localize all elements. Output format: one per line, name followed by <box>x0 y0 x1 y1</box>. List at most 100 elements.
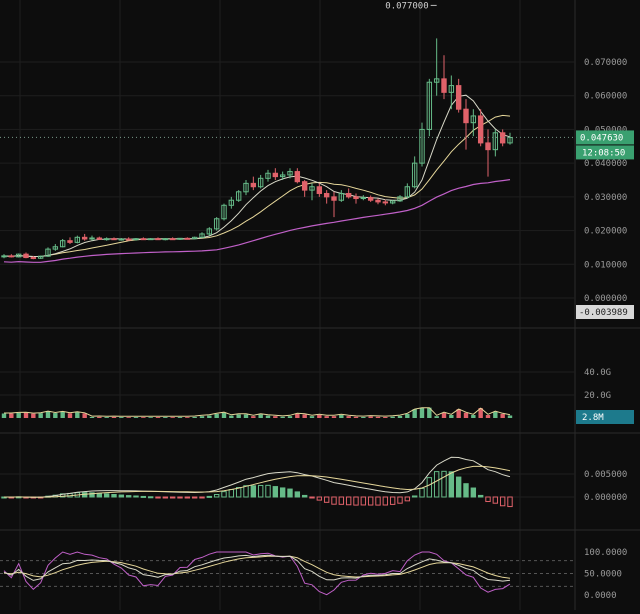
candle-body[interactable] <box>426 81 433 130</box>
candle-body[interactable] <box>177 237 183 240</box>
volume-bar[interactable] <box>397 415 403 418</box>
macd-histogram-bar[interactable] <box>118 494 125 498</box>
volume-bar[interactable] <box>177 417 183 418</box>
volume-bar[interactable] <box>493 411 498 418</box>
macd-histogram-bar[interactable] <box>309 496 315 499</box>
volume-bar[interactable] <box>485 415 491 418</box>
volume-bar[interactable] <box>265 415 271 418</box>
volume-bar[interactable] <box>449 415 454 418</box>
candle-body[interactable] <box>162 238 169 241</box>
volume-bar[interactable] <box>317 415 322 418</box>
candle-body[interactable] <box>243 182 249 193</box>
macd-histogram-bar[interactable] <box>169 496 176 499</box>
volume-bar[interactable] <box>97 416 102 418</box>
candle-body[interactable] <box>30 257 37 260</box>
candle-body[interactable] <box>375 199 381 203</box>
candle-body[interactable] <box>111 238 117 241</box>
candle-body[interactable] <box>294 171 301 183</box>
candle-body[interactable] <box>59 240 66 248</box>
volume-bar[interactable] <box>427 407 432 418</box>
macd-histogram-bar[interactable] <box>213 494 220 498</box>
volume-bar[interactable] <box>478 408 483 418</box>
macd-histogram-bar[interactable] <box>294 491 301 498</box>
candle-body[interactable] <box>265 172 271 179</box>
macd-histogram-bar[interactable] <box>441 470 447 498</box>
volume-bar[interactable] <box>148 417 153 418</box>
macd-histogram-bar[interactable] <box>96 492 103 498</box>
volume-bar[interactable] <box>324 416 329 418</box>
volume-bar[interactable] <box>53 413 58 418</box>
candle-body[interactable] <box>169 238 176 241</box>
macd-histogram-bar[interactable] <box>191 496 198 499</box>
candle-body[interactable] <box>191 236 198 240</box>
candle-body[interactable] <box>419 128 425 164</box>
macd-histogram-bar[interactable] <box>367 496 374 506</box>
volume-bar[interactable] <box>405 413 410 418</box>
macd-histogram-bar[interactable] <box>133 495 139 498</box>
volume-bar[interactable] <box>38 413 43 418</box>
candle-body[interactable] <box>89 237 95 240</box>
volume-bar[interactable] <box>383 416 388 418</box>
volume-bar[interactable] <box>434 416 439 418</box>
candle-body[interactable] <box>272 172 279 178</box>
macd-histogram-bar[interactable] <box>301 494 308 498</box>
volume-bar[interactable] <box>111 416 117 418</box>
macd-histogram-bar[interactable] <box>279 487 286 498</box>
macd-histogram-bar[interactable] <box>206 495 213 498</box>
macd-histogram-bar[interactable] <box>382 496 389 506</box>
volume-bar[interactable] <box>273 416 278 418</box>
volume-bar[interactable] <box>67 413 73 418</box>
candle-body[interactable] <box>23 253 29 259</box>
macd-histogram-bar[interactable] <box>353 496 359 506</box>
volume-bar[interactable] <box>16 412 21 418</box>
volume-bar[interactable] <box>287 416 293 418</box>
volume-bar[interactable] <box>126 417 131 418</box>
candle-body[interactable] <box>441 78 447 93</box>
candle-body[interactable] <box>15 253 22 258</box>
candle-body[interactable] <box>74 236 81 243</box>
candle-body[interactable] <box>455 85 462 110</box>
volume-bar[interactable] <box>229 415 234 418</box>
volume-bar[interactable] <box>500 413 505 418</box>
candle-body[interactable] <box>338 192 345 201</box>
volume-bar[interactable] <box>419 407 425 418</box>
volume-bar[interactable] <box>9 413 14 418</box>
macd-histogram-bar[interactable] <box>338 496 345 505</box>
price-panel[interactable]: 0.077000 <box>0 1 575 263</box>
volume-bar[interactable] <box>441 412 447 418</box>
macd-histogram-bar[interactable] <box>448 471 455 498</box>
macd-histogram-bar[interactable] <box>235 487 242 498</box>
candle-body[interactable] <box>323 192 330 198</box>
candle-body[interactable] <box>485 142 491 151</box>
volume-bar[interactable] <box>302 414 307 418</box>
volume-bar[interactable] <box>185 417 190 418</box>
macd-histogram-bar[interactable] <box>463 483 469 498</box>
volume-bar[interactable] <box>309 416 315 418</box>
macd-histogram-bar[interactable] <box>111 494 117 498</box>
volume-bar[interactable] <box>361 416 366 418</box>
volume-bar[interactable] <box>346 416 351 418</box>
volume-bar[interactable] <box>390 416 395 418</box>
macd-histogram-bar[interactable] <box>265 484 271 498</box>
volume-bar[interactable] <box>251 416 256 418</box>
candle-body[interactable] <box>221 204 227 220</box>
macd-histogram-bar[interactable] <box>257 484 264 498</box>
candle-body[interactable] <box>52 246 59 250</box>
candle-body[interactable] <box>382 201 389 204</box>
candle-body[interactable] <box>470 115 477 124</box>
candle-body[interactable] <box>184 237 191 240</box>
candle-body[interactable] <box>118 238 125 241</box>
macd-histogram-bar[interactable] <box>147 496 154 499</box>
candle-body[interactable] <box>360 197 367 200</box>
volume-bar[interactable] <box>507 415 513 418</box>
macd-histogram-bar[interactable] <box>360 496 367 506</box>
macd-histogram-bar[interactable] <box>375 496 381 506</box>
volume-bar[interactable] <box>412 409 417 418</box>
volume-bar[interactable] <box>339 415 344 418</box>
candle-body[interactable] <box>81 236 88 240</box>
volume-bar[interactable] <box>280 416 285 418</box>
candle-body[interactable] <box>213 218 220 230</box>
macd-histogram-bar[interactable] <box>426 477 433 498</box>
candle-body[interactable] <box>301 181 308 191</box>
volume-bar[interactable] <box>60 411 65 418</box>
